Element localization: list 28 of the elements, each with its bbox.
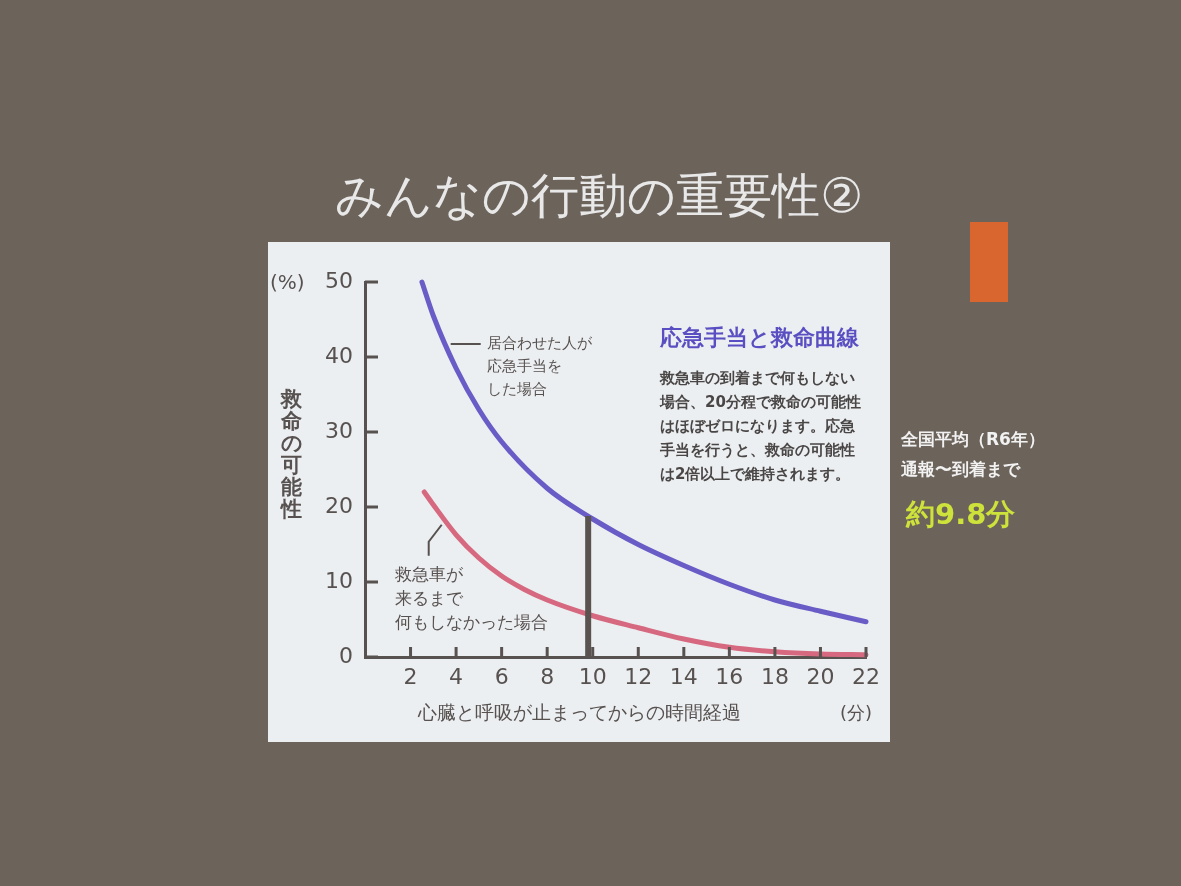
- x-tick-label: 2: [403, 663, 418, 689]
- x-tick-label: 16: [715, 663, 744, 689]
- x-tick-label: 18: [760, 663, 789, 689]
- series-label: 居合わせた人が応急手当をした場合: [486, 333, 592, 400]
- chart-title: みんなの行動の重要性②: [335, 166, 864, 225]
- x-tick-label: 10: [578, 663, 607, 689]
- y-tick-label: 50: [325, 267, 353, 293]
- y-axis-title: 救命の可能性: [281, 387, 304, 522]
- series-label: 救急車が来るまで何もしなかった場合: [394, 562, 548, 634]
- y-tick-label: 20: [325, 492, 353, 518]
- text: 約9.8分: [906, 496, 1016, 533]
- x-tick-label: 4: [449, 663, 464, 689]
- annotation: 救急車の到着まで何もしない場合、20分程で救命の可能性はほぼゼロになります。応急手当を行うと、救命の可能性は2倍以上で維持されます。: [660, 368, 862, 485]
- x-tick-label: 14: [669, 663, 698, 689]
- x-tick-label: 20: [806, 663, 835, 689]
- text: (分): [840, 701, 873, 725]
- y-tick-label: 40: [325, 342, 353, 368]
- y-tick-label: 0: [339, 642, 353, 668]
- text: 全国平均（R6年）通報〜到着まで: [901, 428, 1046, 481]
- y-tick-label: 10: [325, 567, 353, 593]
- x-axis-title: 心臓と呼吸が止まってからの時間経過: [418, 700, 741, 725]
- x-tick-label: 8: [540, 663, 555, 689]
- y-tick-label: 30: [325, 417, 353, 443]
- x-tick-label: 6: [494, 663, 509, 689]
- x-tick-label: 12: [624, 663, 653, 689]
- x-tick-label: 22: [852, 663, 880, 689]
- text: 応急手当と救命曲線: [660, 324, 859, 352]
- text: (%): [270, 269, 305, 295]
